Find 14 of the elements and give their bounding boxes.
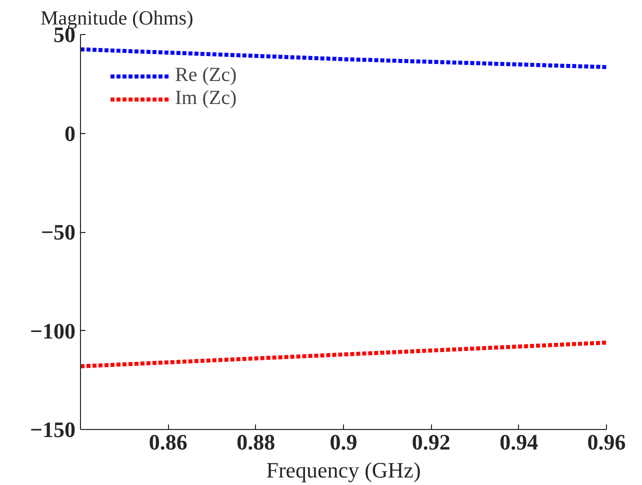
y-tick-label: −100: [30, 318, 76, 344]
x-tick-label: 0.96: [587, 430, 626, 454]
x-tick-label: 0.94: [500, 430, 538, 454]
legend-label: Re (Zc): [175, 64, 237, 87]
legend-label: Im (Zc): [175, 87, 237, 110]
line-series: [80, 340, 606, 368]
x-tick-label: 0.92: [412, 430, 450, 454]
y-tick-label: −50: [40, 220, 76, 244]
x-tick-label: 0.86: [148, 430, 188, 454]
x-axis-title: Frequency (GHz): [266, 458, 421, 482]
y-tick-label: 0: [64, 120, 76, 146]
x-tick-label: 0.88: [236, 430, 276, 454]
y-tick-label: −150: [30, 417, 76, 442]
x-tick-label: 0.9: [330, 430, 358, 454]
